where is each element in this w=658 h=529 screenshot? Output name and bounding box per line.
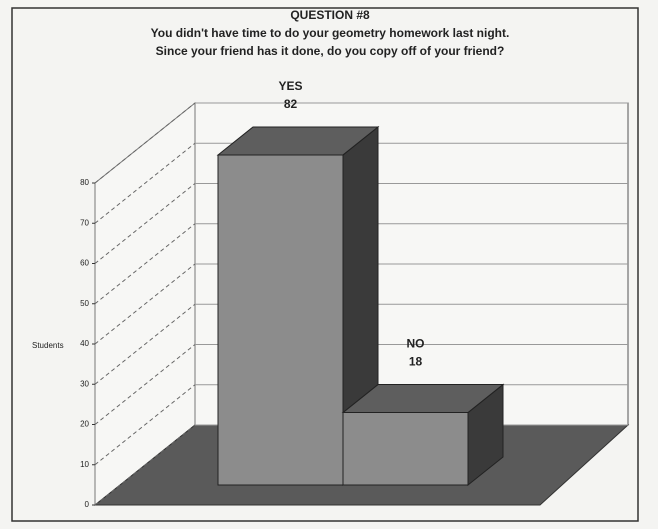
data-label-category: NO xyxy=(407,337,425,351)
grid-line xyxy=(94,142,196,224)
grid-line xyxy=(94,183,196,264)
data-label: 82 xyxy=(284,97,298,111)
y-tick-label: 80 xyxy=(80,178,89,187)
y-tick-label: 50 xyxy=(80,299,89,308)
chart-subtitle: You didn't have time to do your geometry… xyxy=(151,26,510,40)
y-tick-label: 30 xyxy=(80,379,89,388)
data-label-category: YES xyxy=(278,79,302,93)
grid-line xyxy=(94,384,196,466)
y-tick-label: 20 xyxy=(80,420,89,429)
grid-line xyxy=(94,344,196,425)
y-tick-label: 70 xyxy=(80,218,89,227)
data-label: 18 xyxy=(409,355,423,369)
grid-line xyxy=(94,223,196,305)
y-tick-label: 60 xyxy=(80,259,89,268)
y-tick-label: 40 xyxy=(80,339,89,348)
chart-subtitle: Since your friend has it done, do you co… xyxy=(156,44,505,58)
grid-line xyxy=(94,303,196,385)
y-axis-label: Students xyxy=(32,341,64,350)
bar xyxy=(342,412,469,486)
y-tick-label: 0 xyxy=(85,500,90,509)
grid-line xyxy=(94,263,196,345)
grid-line xyxy=(94,102,196,184)
chart-title: QUESTION #8 xyxy=(290,8,370,22)
grid-line xyxy=(94,424,196,506)
bar xyxy=(217,154,344,486)
frame xyxy=(11,7,639,522)
y-tick-label: 10 xyxy=(80,460,89,469)
